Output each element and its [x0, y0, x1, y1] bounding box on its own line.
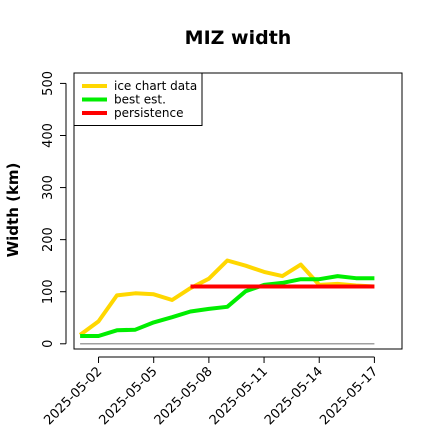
plot-frame — [73, 72, 403, 350]
y-tick-label: 300 — [41, 175, 56, 200]
legend-label: persistence — [114, 106, 183, 120]
series-line-best-est- — [80, 274, 375, 338]
x-tick-label: 2025-05-08 — [152, 364, 216, 428]
y-tick-label: 500 — [41, 71, 56, 96]
x-tick-label: 2025-05-11 — [207, 364, 271, 428]
y-tick-label: 400 — [41, 123, 56, 148]
y-tick-label: 200 — [41, 227, 56, 252]
y-tick-label: 0 — [41, 340, 56, 348]
legend-label: best est. — [114, 93, 166, 107]
series-layer — [78, 258, 375, 345]
x-tick-label: 2025-05-02 — [41, 364, 105, 428]
x-tick-label: 2025-05-14 — [262, 364, 326, 428]
legend-label: ice chart data — [114, 79, 197, 93]
x-tick-label: 2025-05-05 — [96, 364, 160, 428]
x-tick-label: 2025-05-17 — [317, 364, 381, 428]
chart-title: MIZ width — [185, 27, 292, 49]
y-tick-label: 100 — [41, 279, 56, 304]
series-line-ice-chart-data — [78, 258, 375, 337]
y-axis-label: Width (km) — [4, 163, 22, 258]
